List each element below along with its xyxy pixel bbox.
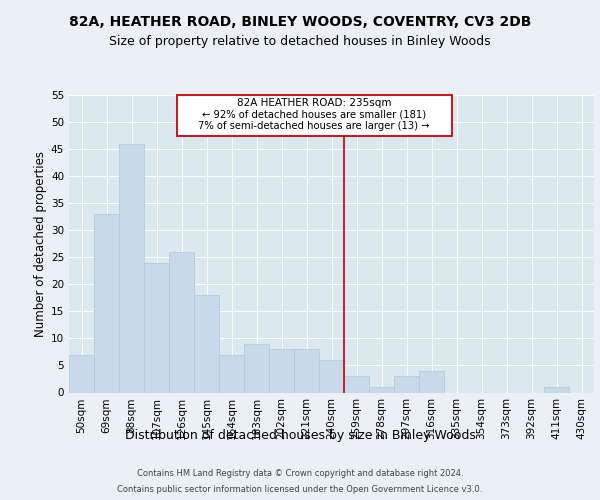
- Bar: [69, 354, 94, 393]
- Bar: [269, 349, 294, 393]
- Bar: [219, 354, 244, 393]
- Bar: [119, 144, 144, 392]
- Bar: [419, 371, 444, 392]
- FancyBboxPatch shape: [176, 95, 452, 136]
- Text: Distribution of detached houses by size in Binley Woods: Distribution of detached houses by size …: [125, 428, 475, 442]
- Text: Contains public sector information licensed under the Open Government Licence v3: Contains public sector information licen…: [118, 484, 482, 494]
- Bar: [169, 252, 194, 392]
- Y-axis label: Number of detached properties: Number of detached properties: [34, 151, 47, 337]
- Bar: [369, 387, 394, 392]
- Bar: [194, 295, 219, 392]
- Bar: [344, 376, 369, 392]
- Bar: [544, 387, 569, 392]
- Text: 82A, HEATHER ROAD, BINLEY WOODS, COVENTRY, CV3 2DB: 82A, HEATHER ROAD, BINLEY WOODS, COVENTR…: [69, 16, 531, 30]
- Bar: [319, 360, 344, 392]
- Text: Contains HM Land Registry data © Crown copyright and database right 2024.: Contains HM Land Registry data © Crown c…: [137, 470, 463, 478]
- Bar: [394, 376, 419, 392]
- Text: 82A HEATHER ROAD: 235sqm: 82A HEATHER ROAD: 235sqm: [237, 98, 391, 108]
- Bar: [94, 214, 119, 392]
- Text: ← 92% of detached houses are smaller (181): ← 92% of detached houses are smaller (18…: [202, 110, 426, 120]
- Text: 7% of semi-detached houses are larger (13) →: 7% of semi-detached houses are larger (1…: [198, 122, 430, 132]
- Text: Size of property relative to detached houses in Binley Woods: Size of property relative to detached ho…: [109, 34, 491, 48]
- Bar: [144, 262, 169, 392]
- Bar: [244, 344, 269, 393]
- Bar: [294, 349, 319, 393]
